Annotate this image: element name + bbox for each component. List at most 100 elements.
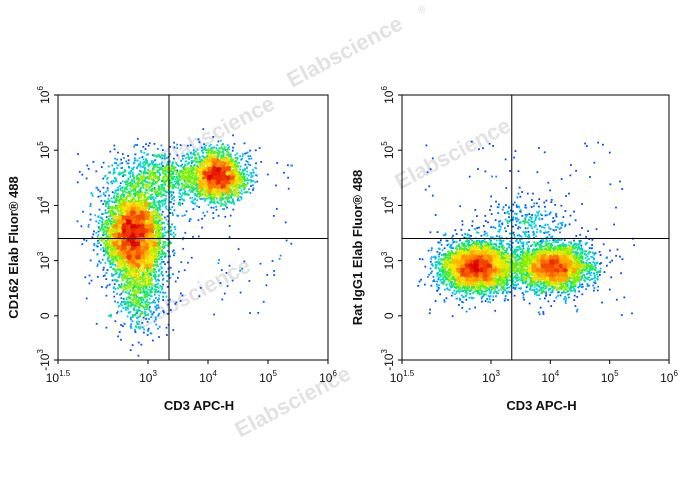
event-dot <box>182 236 185 239</box>
event-dot <box>93 230 95 233</box>
event-dot <box>126 256 128 259</box>
event-dot <box>85 177 88 180</box>
event-dot <box>156 265 158 268</box>
event-dot <box>155 205 157 208</box>
event-dot <box>138 220 141 222</box>
event-dot <box>116 209 119 212</box>
event-dot <box>129 204 132 207</box>
event-dot <box>131 225 133 228</box>
event-dot <box>119 227 122 230</box>
event-dot <box>89 205 92 207</box>
event-dot <box>142 212 145 215</box>
event-dot <box>129 277 132 280</box>
event-dot <box>148 205 151 208</box>
event-dot <box>131 250 134 252</box>
event-dot <box>160 235 162 237</box>
event-dot <box>132 241 134 244</box>
event-dot <box>117 268 119 271</box>
event-dot <box>138 228 141 230</box>
event-dot <box>118 243 121 246</box>
event-dot <box>151 206 153 208</box>
event-dot <box>108 244 111 247</box>
event-dot <box>111 252 113 255</box>
event-dot <box>129 243 131 245</box>
event-dot <box>241 155 244 157</box>
event-dot <box>113 236 116 239</box>
event-dot <box>108 194 111 197</box>
event-dot <box>144 200 147 202</box>
event-dot <box>131 261 133 264</box>
event-dot <box>132 193 135 195</box>
event-dot <box>105 243 107 246</box>
event-dot <box>111 238 114 241</box>
event-dot <box>135 213 138 215</box>
event-dot <box>102 248 105 251</box>
event-dot <box>162 261 165 263</box>
event-dot <box>155 253 158 256</box>
event-dot <box>128 219 130 222</box>
event-dot <box>203 146 206 148</box>
event-dot <box>139 206 142 209</box>
event-dot <box>114 212 117 215</box>
event-dot <box>130 242 133 245</box>
event-dot <box>154 238 156 241</box>
event-dot <box>152 216 155 219</box>
event-dot <box>156 201 159 204</box>
event-dot <box>137 220 139 223</box>
event-dot <box>144 228 147 231</box>
event-dot <box>153 200 156 202</box>
event-dot <box>131 233 134 236</box>
event-dot <box>142 251 145 254</box>
event-dot <box>125 183 127 186</box>
event-dot <box>120 301 123 303</box>
event-dot <box>128 207 131 210</box>
event-dot <box>146 271 148 274</box>
event-dot <box>107 229 110 232</box>
event-dot <box>154 233 156 236</box>
event-dot <box>123 202 126 205</box>
event-dot <box>162 222 164 225</box>
event-dot <box>131 171 134 174</box>
event-dot <box>117 232 120 235</box>
event-dot <box>239 165 242 168</box>
event-dot <box>147 221 149 223</box>
event-dot <box>110 262 112 265</box>
event-dot <box>172 231 175 234</box>
event-dot <box>171 206 174 208</box>
event-dot <box>136 192 138 195</box>
event-dot <box>122 211 125 214</box>
event-dot <box>146 226 148 229</box>
event-dot <box>187 261 189 264</box>
event-dot <box>124 170 127 173</box>
event-dot <box>104 175 106 178</box>
event-dot <box>107 260 110 262</box>
event-dot <box>197 153 199 156</box>
event-dot <box>119 247 122 250</box>
event-dot <box>236 166 239 169</box>
event-dot <box>144 223 147 226</box>
event-dot <box>131 252 134 255</box>
event-dot <box>112 229 115 232</box>
event-dot <box>136 241 138 244</box>
event-dot <box>134 219 136 221</box>
event-dot <box>144 201 146 204</box>
event-dot <box>137 204 140 207</box>
event-dot <box>93 244 96 246</box>
event-dot <box>106 236 108 239</box>
event-dot <box>137 230 140 233</box>
event-dot <box>94 214 96 217</box>
event-dot <box>123 230 126 232</box>
event-dot <box>126 227 128 229</box>
event-dot <box>104 209 107 212</box>
event-dot <box>97 215 100 218</box>
event-dot <box>155 231 157 233</box>
event-dot <box>104 240 107 242</box>
event-dot <box>134 199 137 202</box>
event-dot <box>113 253 115 255</box>
event-dot <box>154 203 156 206</box>
event-dot <box>134 239 137 242</box>
event-dot <box>141 224 143 227</box>
event-dot <box>101 239 103 242</box>
event-dot <box>155 190 158 193</box>
